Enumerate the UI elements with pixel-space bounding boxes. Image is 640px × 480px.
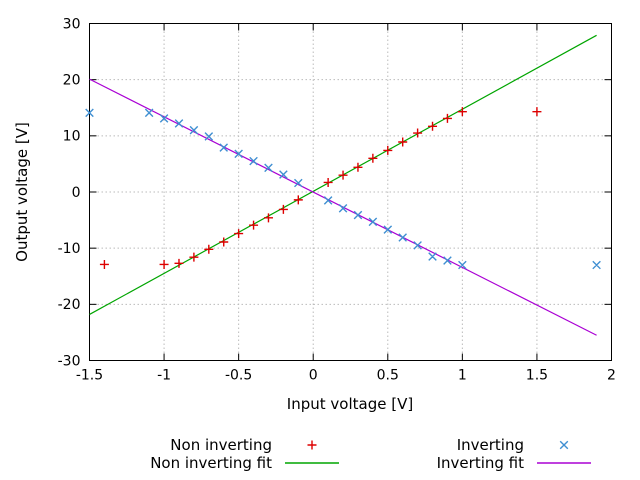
y-tick-label: -30 [58,353,81,369]
legend: Non inverting Non inverting fit Inverting I… [90,436,594,472]
legend-entry-non-inverting-fit: Non inverting fit [90,454,342,472]
fit-line-inverting-fit [89,78,597,336]
y-tick-labels: -30 -20 -10 0 10 20 30 [58,16,81,369]
legend-label: Non inverting fit [150,454,272,472]
x-tick-label: 1.5 [526,368,548,384]
x-tick-label: 1 [458,368,467,384]
y-tick-label: -10 [58,241,81,257]
legend-entry-inverting: Inverting [342,436,594,454]
x-tick-label: -0.5 [225,368,252,384]
grid-lines [89,23,612,361]
x-tick-labels: -1.5 -1 -0.5 0 0.5 1 1.5 2 [76,368,616,384]
x-tick-label: 0 [309,368,318,384]
y-tick-label: -20 [58,297,81,313]
x-tick-label: 2 [607,368,616,384]
y-tick-label: 10 [63,129,81,145]
legend-marker-glyph [559,440,569,450]
legend-sample-cross-icon [559,440,569,450]
legend-entry-inverting-fit: Inverting fit [342,454,594,472]
x-tick-label: 0.5 [377,368,399,384]
x-tick-label: -1.5 [76,368,103,384]
x-axis-title: Input voltage [V] [286,395,414,413]
y-axis-title: Output voltage [V] [13,122,31,262]
legend-sample-line [537,462,591,464]
legend-label: Non inverting [170,436,272,454]
legend-label: Inverting fit [436,454,524,472]
legend-marker-glyph [307,440,317,450]
y-tick-label: 0 [72,185,81,201]
legend-sample-line [285,462,339,464]
data-points-non-inverting [99,107,542,269]
y-tick-label: 20 [63,73,81,89]
legend-entry-non-inverting: Non inverting [90,436,342,454]
y-tick-label: 30 [63,16,81,32]
data-points-inverting [85,108,601,270]
x-tick-label: -1 [157,368,171,384]
legend-label: Inverting [456,436,524,454]
legend-sample-plus-icon [307,440,317,450]
axis-ticks [89,23,612,361]
